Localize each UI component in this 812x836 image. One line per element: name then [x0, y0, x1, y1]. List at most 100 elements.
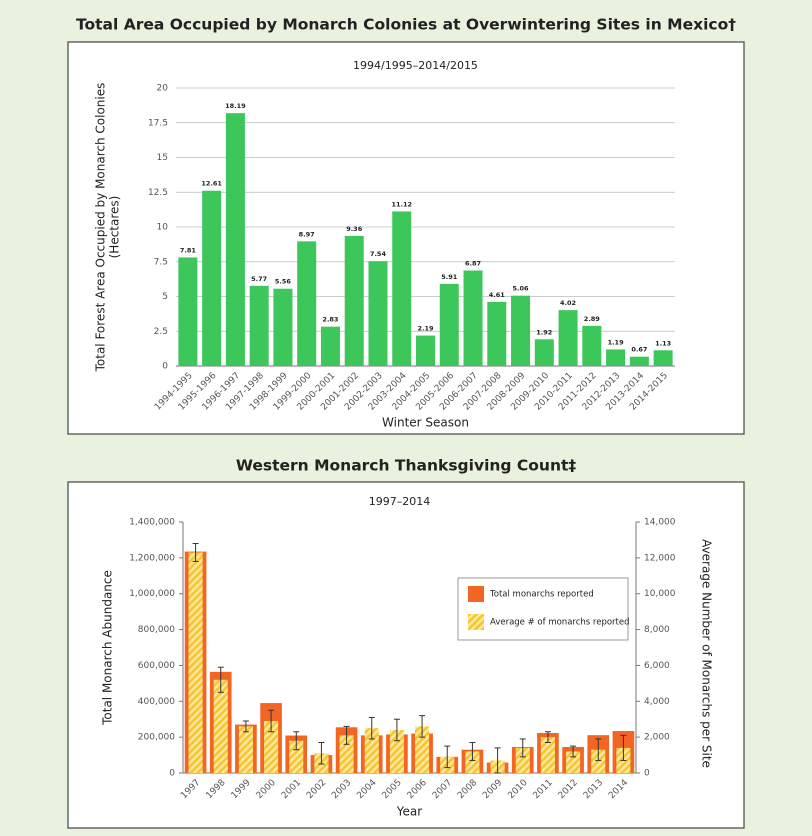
- data-label: 12.61: [201, 180, 222, 188]
- bar: [415, 335, 436, 366]
- data-label: 2.89: [584, 315, 601, 323]
- error-bar: [318, 742, 325, 765]
- error-bar: [242, 720, 249, 733]
- y-axis-label: (Hectares): [108, 196, 122, 259]
- bar: [339, 735, 354, 773]
- y2-tick-label: 14,000: [644, 518, 676, 528]
- y-tick-label: 0: [169, 769, 175, 779]
- error-bar: [217, 666, 224, 693]
- bar: [540, 737, 555, 773]
- error-bar: [343, 725, 350, 745]
- bar: [465, 751, 480, 773]
- y2-tick-label: 12,000: [644, 553, 676, 563]
- error-bar: [268, 709, 275, 733]
- y-tick-label: 1,200,000: [129, 553, 175, 563]
- bar: [463, 270, 483, 366]
- legend-box: [457, 577, 629, 641]
- error-bar: [419, 715, 426, 738]
- data-label: 7.54: [370, 250, 387, 258]
- bar: [188, 552, 203, 773]
- bar: [297, 241, 317, 366]
- data-label: 5.56: [275, 278, 292, 286]
- y-tick-label: 0: [162, 362, 168, 372]
- error-bar: [620, 734, 627, 761]
- legend-label: Total monarchs reported: [489, 590, 594, 600]
- chart-subtitle: 1994/1995–2014/2015: [353, 59, 478, 72]
- y-tick-label: 600,000: [138, 661, 175, 671]
- bar: [320, 326, 340, 366]
- legend-swatch: [468, 586, 484, 602]
- error-bar: [368, 716, 375, 740]
- data-label: 8.97: [299, 230, 315, 238]
- y-tick-label: 2.5: [154, 327, 168, 337]
- data-label: 4.02: [560, 299, 576, 307]
- error-bar: [469, 742, 476, 761]
- data-label: 2.19: [417, 325, 434, 333]
- bar: [249, 285, 269, 366]
- chart-title: Western Monarch Thanksgiving Count‡: [236, 457, 577, 475]
- data-label: 4.61: [489, 291, 506, 299]
- bar: [289, 740, 304, 773]
- y-tick-label: 10: [157, 223, 169, 233]
- data-label: 5.91: [441, 273, 458, 281]
- error-bar: [192, 543, 199, 562]
- bar: [264, 721, 279, 773]
- bar: [511, 295, 531, 366]
- x-axis-label: Winter Season: [382, 416, 469, 430]
- data-label: 1.13: [655, 339, 671, 347]
- legend-swatch: [468, 614, 484, 630]
- bar: [368, 261, 388, 366]
- error-bar: [570, 745, 577, 758]
- legend-label: Average # of monarchs reported: [490, 618, 630, 628]
- data-label: 7.81: [180, 246, 197, 254]
- data-label: 1.19: [608, 338, 625, 346]
- y-tick-label: 200,000: [138, 733, 175, 743]
- bar: [389, 729, 404, 773]
- error-bar: [595, 738, 602, 761]
- y-tick-label: 5: [162, 292, 168, 302]
- y2-tick-label: 6,000: [644, 661, 670, 671]
- y-axis-label: Total Forest Area Occupied by Monarch Co…: [94, 83, 108, 373]
- error-bar: [444, 745, 451, 769]
- y2-tick-label: 10,000: [644, 589, 676, 599]
- bar: [439, 283, 459, 366]
- error-bar: [393, 718, 400, 742]
- bar: [534, 339, 554, 366]
- bar: [225, 113, 245, 366]
- bar: [392, 211, 412, 366]
- y2-tick-label: 8,000: [644, 625, 670, 635]
- bar: [238, 726, 253, 773]
- bar: [213, 679, 228, 773]
- error-bar: [494, 747, 501, 774]
- chart-title: Total Area Occupied by Monarch Colonies …: [76, 16, 736, 34]
- bar: [344, 235, 364, 366]
- x-axis-label: Year: [396, 805, 422, 819]
- bar: [591, 749, 606, 773]
- y-tick-label: 20: [157, 84, 169, 94]
- bar: [566, 751, 581, 773]
- bar: [364, 728, 379, 773]
- bar: [273, 288, 293, 366]
- y-tick-label: 800,000: [138, 625, 175, 635]
- data-label: 1.92: [536, 328, 552, 336]
- y-tick-label: 1,400,000: [129, 518, 175, 528]
- bar: [629, 356, 649, 366]
- y2-tick-label: 4,000: [644, 697, 670, 707]
- bar: [202, 190, 222, 366]
- error-bar: [519, 738, 526, 758]
- data-label: 2.83: [322, 316, 338, 324]
- data-label: 11.12: [391, 200, 412, 208]
- y-tick-label: 17.5: [148, 118, 168, 128]
- data-label: 18.19: [225, 102, 246, 110]
- error-bar: [293, 731, 300, 751]
- y2-axis-label: Average Number of Monarchs per Site: [700, 539, 714, 768]
- data-label: 6.87: [465, 260, 481, 268]
- bar: [415, 726, 430, 773]
- data-label: 0.67: [631, 346, 647, 354]
- chart-subtitle: 1997–2014: [369, 495, 431, 508]
- bar: [606, 349, 626, 366]
- y2-tick-label: 2,000: [644, 733, 670, 743]
- bar: [653, 350, 673, 366]
- y-tick-label: 400,000: [138, 697, 175, 707]
